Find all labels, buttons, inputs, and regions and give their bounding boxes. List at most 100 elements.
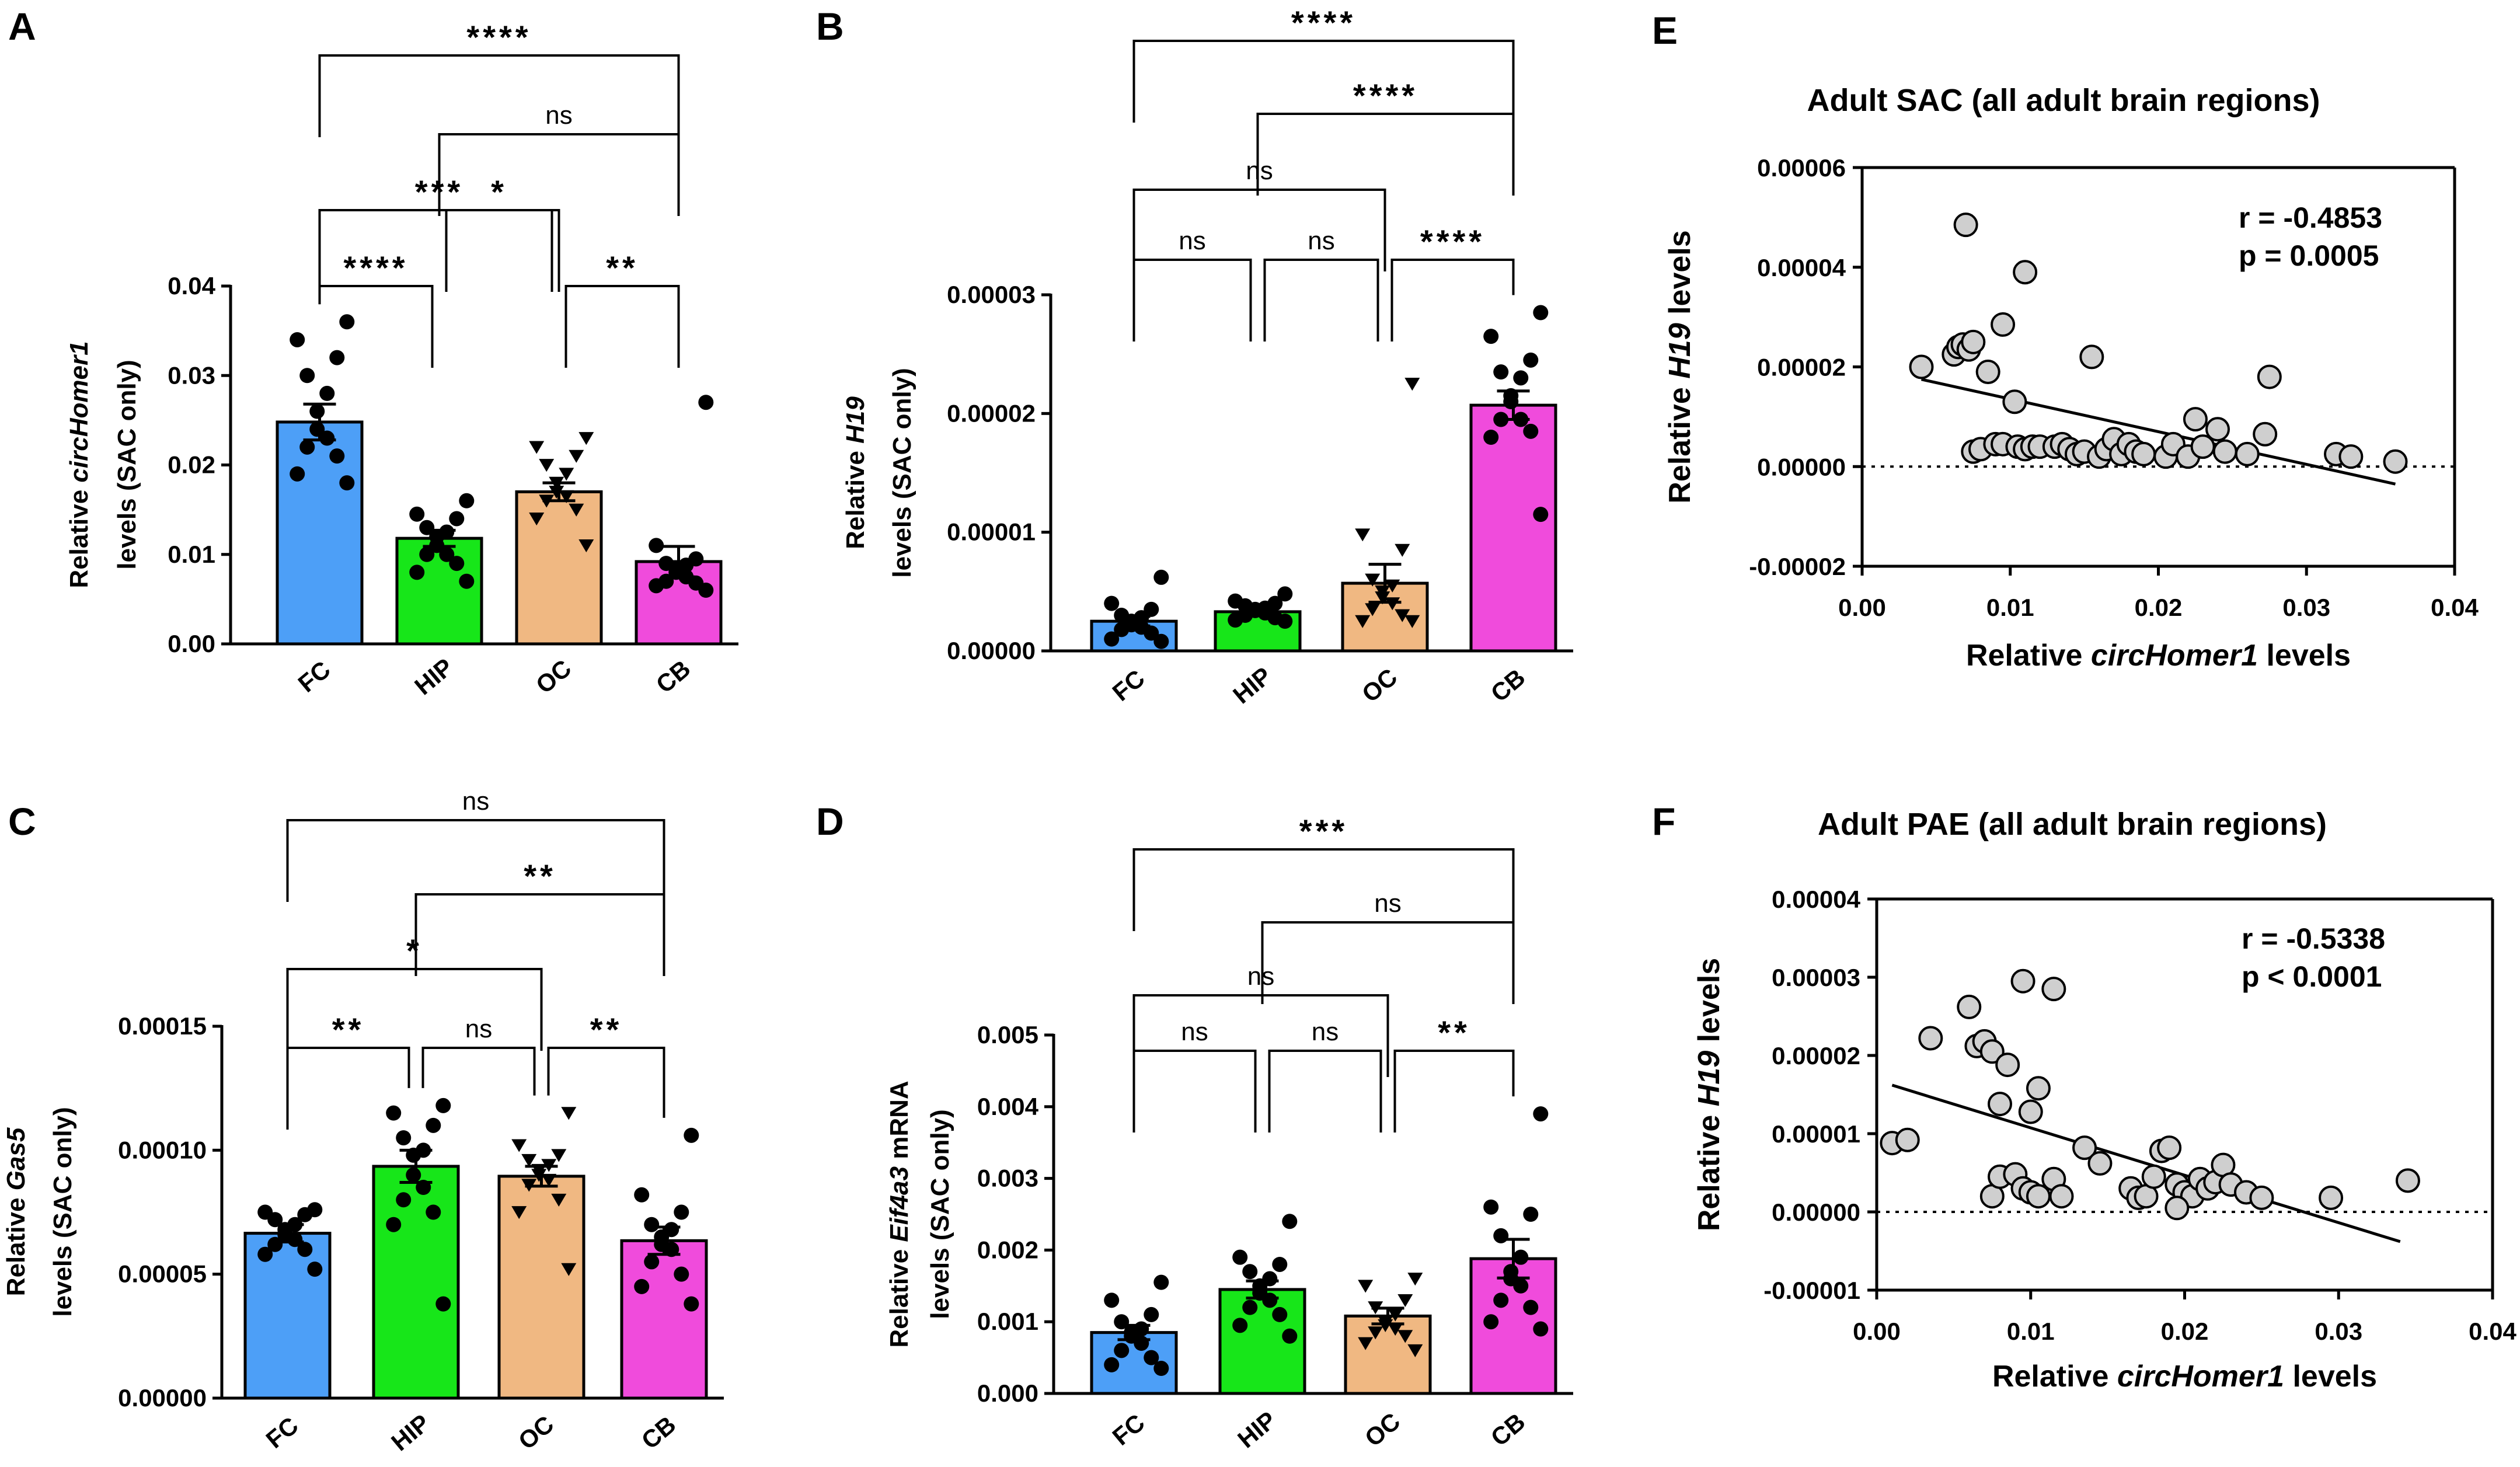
y-axis-title-c-line2: levels (SAC only) [48,1107,77,1316]
y-tick-label-b: 0.00000 [947,637,1036,664]
y-tick-label-f: 0.00004 [1772,886,1860,913]
scatter-point-e [2002,389,2027,414]
x-category-label-d: OC [1360,1407,1405,1452]
scatter-point-e [2013,260,2038,285]
scatter-point-f [2319,1185,2344,1210]
data-point-b [1523,352,1539,368]
bar-chart-c: 0.00000 0.00005 0.00010 0.00015 FC HIP OC CB Rel… [2,787,724,1456]
data-point-c [435,1097,451,1113]
scatter-point-e [1961,329,1986,354]
significance-label-c: * [406,932,423,969]
y-tick-label-d: 0.003 [977,1165,1038,1192]
data-point-a [309,403,325,419]
y-tick-label-f: 0.00002 [1772,1042,1860,1069]
data-point-c [511,1139,527,1152]
y-tick-label-a: 0.03 [168,361,215,389]
significance-label-b: ns [1308,227,1334,255]
stat-p-e: p = 0.0005 [2239,239,2379,272]
bar-a-fc [276,420,364,646]
data-point-a [559,468,574,481]
scatter-point-f [1995,1053,2020,1078]
x-category-label-d: CB [1486,1407,1531,1451]
data-point-a [319,430,335,446]
y-tick-label-e: 0.00004 [1757,254,1846,281]
data-point-d [1144,1350,1159,1365]
data-point-a [649,538,664,553]
significance-bracket-a [318,285,434,368]
y-tick-label-e: -0.00002 [1749,553,1846,580]
panel-letter-e: E [1652,9,1678,52]
y-tick-label-c: 0.00000 [118,1384,207,1412]
data-point-d [1533,1321,1549,1337]
data-point-b [1523,423,1539,439]
x-category-label-a: HIP [409,653,458,700]
data-point-a [649,578,664,594]
data-point-b [1365,603,1381,616]
scatter-point-e [1991,312,2016,337]
y-tick-label-c: 0.00015 [118,1012,207,1040]
y-axis-title-b-line2: levels (SAC only) [888,368,916,577]
data-point-c [541,1173,557,1187]
significance-label-d: ns [1374,889,1401,918]
x-category-label-a: CB [651,654,696,698]
x-category-label-a: OC [531,654,576,699]
bar-chart-d: 0.000 0.001 0.002 0.003 0.004 0.005 FC HIP OC CB R… [885,813,1573,1453]
significance-label-d: ns [1247,962,1274,991]
y-tick-label-f: -0.00001 [1763,1277,1860,1304]
data-point-a [569,449,584,463]
regression-line-f [1891,1083,2401,1243]
data-point-b [1355,528,1371,542]
significance-label-b: **** [1353,77,1418,114]
data-point-d [1407,1273,1423,1286]
x-tick-label-f: 0.03 [2315,1318,2362,1345]
x-category-label-c: CB [636,1410,681,1454]
y-axis-title-f-part: Relative [1692,1106,1726,1231]
y-tick-label-a: 0.04 [168,272,215,299]
data-point-b [1483,430,1499,445]
data-point-b [1385,579,1400,593]
scatter-point-e [2338,444,2364,469]
data-point-c [684,1127,699,1143]
data-point-a [409,506,425,522]
x-axis-title-f-italic: circHomer1 [2117,1360,2284,1393]
data-point-a [569,503,584,517]
scatter-chart-e: Adult SAC (all adult brain regions) r = … [1663,83,2479,672]
y-tick-label-b: 0.00002 [947,399,1036,427]
y-axis-title-b-italic: H19 [841,396,870,444]
data-point-d [1397,1294,1413,1308]
data-point-d [1153,1361,1169,1377]
y-axis-title-d: Relative Eif4a3 mRNA [885,1081,914,1347]
y-tick-label-b: 0.00003 [947,281,1036,308]
x-axis-title-f-part: levels [2284,1360,2377,1393]
y-axis-title-a: Relative circHomer1 [65,341,93,588]
panel-letter-f: F [1652,800,1675,843]
significance-label-c: ** [332,1011,365,1048]
stat-r-e: r = -0.4853 [2239,201,2382,234]
data-point-c [396,1192,412,1208]
scatter-point-f [2010,968,2035,994]
y-axis-title-e-part: Relative [1663,379,1697,504]
data-point-c [511,1206,527,1219]
data-point-d [1282,1328,1298,1344]
x-tick-label-f: 0.04 [2469,1318,2516,1345]
data-point-a [339,475,355,491]
data-point-d [1104,1292,1120,1308]
data-point-b [1483,329,1499,344]
x-tick-label-e: 0.00 [1838,594,1886,621]
significance-label-c: ns [462,787,489,816]
data-point-b [1513,370,1529,386]
data-point-a [439,546,455,562]
scatter-point-f [2018,1099,2043,1124]
data-point-d [1282,1214,1298,1229]
significance-label-a: * [491,173,507,210]
panel-letter-c: C [8,800,36,843]
data-point-a [578,539,594,553]
data-point-c [551,1193,567,1207]
y-tick-label-c: 0.00010 [118,1136,207,1163]
y-axis-title-f-italic: H19 [1692,1051,1726,1106]
x-tick-label-e: 0.02 [2135,594,2183,621]
bar-a-oc [515,490,603,646]
data-point-b [1533,507,1549,522]
significance-bracket-b [1132,40,1515,123]
data-point-c [551,1149,567,1162]
